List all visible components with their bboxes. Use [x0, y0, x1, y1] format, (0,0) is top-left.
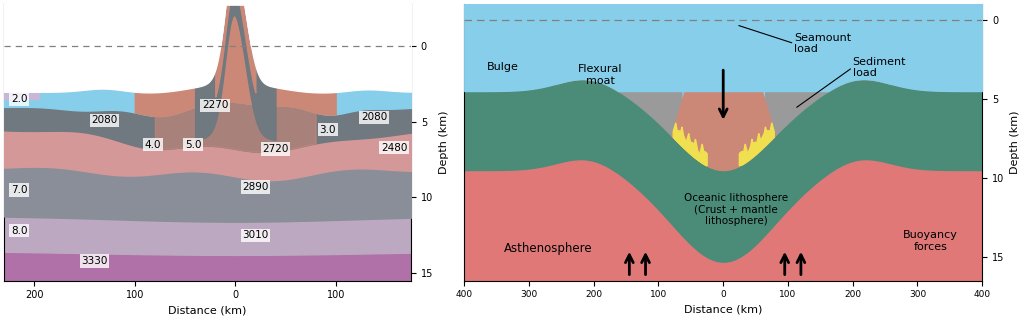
Text: 8.0: 8.0 — [11, 226, 28, 236]
Text: 3330: 3330 — [82, 256, 108, 266]
X-axis label: Distance (km): Distance (km) — [168, 306, 247, 316]
Text: Asthenosphere: Asthenosphere — [504, 243, 593, 255]
Text: 3.0: 3.0 — [319, 124, 336, 134]
Text: 2890: 2890 — [242, 182, 268, 192]
Text: 2270: 2270 — [202, 100, 228, 110]
Text: 2080: 2080 — [360, 112, 387, 123]
Text: 2480: 2480 — [381, 143, 408, 153]
X-axis label: Distance (km): Distance (km) — [684, 305, 763, 315]
Text: 2080: 2080 — [91, 116, 118, 125]
Text: 2720: 2720 — [262, 144, 289, 154]
Text: 2.0: 2.0 — [11, 94, 28, 104]
Text: 3010: 3010 — [243, 230, 268, 240]
Text: Flexural
moat: Flexural moat — [578, 64, 623, 86]
Text: Oceanic lithosphere
(Crust + mantle
lithosphere): Oceanic lithosphere (Crust + mantle lith… — [684, 193, 788, 226]
Text: Bulge: Bulge — [487, 62, 519, 72]
Text: 4.0: 4.0 — [144, 140, 161, 150]
Text: 7.0: 7.0 — [11, 185, 28, 195]
Y-axis label: Depth (km): Depth (km) — [1010, 111, 1020, 174]
Text: Sediment
load: Sediment load — [853, 57, 906, 78]
Y-axis label: Depth (km): Depth (km) — [438, 111, 449, 174]
Text: Buoyancy
forces: Buoyancy forces — [903, 230, 957, 252]
Text: 5.0: 5.0 — [184, 140, 202, 150]
Text: Seamount
load: Seamount load — [795, 33, 852, 54]
